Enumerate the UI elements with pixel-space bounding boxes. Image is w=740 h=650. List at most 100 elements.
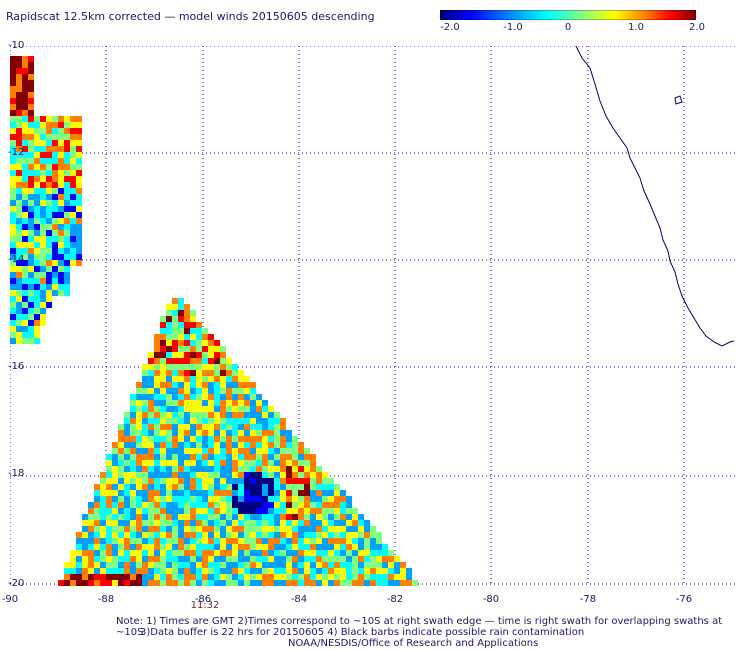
wind-cell xyxy=(82,526,88,532)
wind-cell xyxy=(166,328,172,334)
wind-cell xyxy=(22,248,28,254)
wind-cell xyxy=(124,418,130,424)
wind-cell xyxy=(160,430,166,436)
wind-cell xyxy=(22,278,28,284)
wind-cell xyxy=(184,316,190,322)
wind-cell xyxy=(268,442,274,448)
wind-cell xyxy=(64,128,70,134)
wind-cell xyxy=(178,520,184,526)
wind-cell xyxy=(220,496,226,502)
wind-cell xyxy=(286,526,292,532)
wind-cell xyxy=(334,514,340,520)
wind-cell xyxy=(220,532,226,538)
wind-cell xyxy=(244,526,250,532)
wind-cell xyxy=(142,544,148,550)
wind-cell xyxy=(280,430,286,436)
wind-cell xyxy=(280,466,286,472)
wind-cell xyxy=(10,134,16,140)
wind-cell xyxy=(46,152,52,158)
wind-cell xyxy=(112,466,118,472)
wind-cell xyxy=(52,134,58,140)
wind-cell xyxy=(202,508,208,514)
wind-cell xyxy=(256,472,262,478)
wind-cell xyxy=(94,490,100,496)
wind-cell xyxy=(256,412,262,418)
wind-cell xyxy=(46,266,52,272)
wind-cell xyxy=(148,358,154,364)
wind-cell xyxy=(286,442,292,448)
wind-cell xyxy=(142,388,148,394)
wind-cell xyxy=(10,176,16,182)
wind-cell xyxy=(238,556,244,562)
wind-cell xyxy=(202,370,208,376)
wind-cell xyxy=(76,260,82,266)
wind-cell xyxy=(94,550,100,556)
wind-cell xyxy=(274,538,280,544)
wind-cell xyxy=(28,68,34,74)
wind-cell xyxy=(406,580,412,586)
wind-cell xyxy=(160,496,166,502)
wind-cell xyxy=(310,496,316,502)
wind-cell xyxy=(364,526,370,532)
wind-cell xyxy=(160,346,166,352)
wind-cell xyxy=(244,454,250,460)
wind-cell xyxy=(190,328,196,334)
wind-cell xyxy=(112,562,118,568)
wind-cell xyxy=(238,472,244,478)
wind-cell xyxy=(130,442,136,448)
wind-cell xyxy=(22,290,28,296)
wind-cell xyxy=(178,526,184,532)
wind-cell xyxy=(16,170,22,176)
wind-cell xyxy=(40,230,46,236)
wind-cell xyxy=(268,496,274,502)
wind-cell xyxy=(34,230,40,236)
wind-cell xyxy=(130,430,136,436)
wind-cell xyxy=(178,328,184,334)
wind-cell xyxy=(88,556,94,562)
wind-cell xyxy=(142,508,148,514)
wind-cell xyxy=(16,194,22,200)
wind-cell xyxy=(82,514,88,520)
wind-cell xyxy=(40,266,46,272)
wind-cell xyxy=(10,200,16,206)
wind-cell xyxy=(28,200,34,206)
wind-cell xyxy=(262,412,268,418)
wind-cell xyxy=(226,364,232,370)
wind-cell xyxy=(160,334,166,340)
wind-cell xyxy=(124,544,130,550)
wind-cell xyxy=(142,532,148,538)
wind-cell xyxy=(394,568,400,574)
wind-cell xyxy=(52,116,58,122)
wind-cell xyxy=(142,490,148,496)
wind-cell xyxy=(28,92,34,98)
wind-cell xyxy=(172,520,178,526)
wind-cell xyxy=(64,260,70,266)
wind-cell xyxy=(262,454,268,460)
wind-cell xyxy=(262,574,268,580)
wind-cell xyxy=(46,218,52,224)
wind-cell xyxy=(340,538,346,544)
wind-cell xyxy=(196,520,202,526)
wind-cell xyxy=(34,206,40,212)
wind-cell xyxy=(274,466,280,472)
wind-cell xyxy=(88,580,94,586)
wind-cell xyxy=(64,568,70,574)
wind-cell xyxy=(172,412,178,418)
wind-cell xyxy=(58,236,64,242)
wind-cell xyxy=(214,490,220,496)
wind-cell xyxy=(172,538,178,544)
wind-cell xyxy=(148,484,154,490)
wind-cell xyxy=(226,478,232,484)
wind-cell xyxy=(232,454,238,460)
wind-cell xyxy=(184,568,190,574)
wind-cell xyxy=(292,448,298,454)
wind-cell xyxy=(370,556,376,562)
wind-cell xyxy=(70,128,76,134)
wind-cell xyxy=(28,164,34,170)
wind-cell xyxy=(250,526,256,532)
wind-cell xyxy=(256,448,262,454)
wind-cell xyxy=(58,260,64,266)
wind-cell xyxy=(202,400,208,406)
wind-cell xyxy=(124,436,130,442)
lat-label--16: -16 xyxy=(8,361,25,372)
